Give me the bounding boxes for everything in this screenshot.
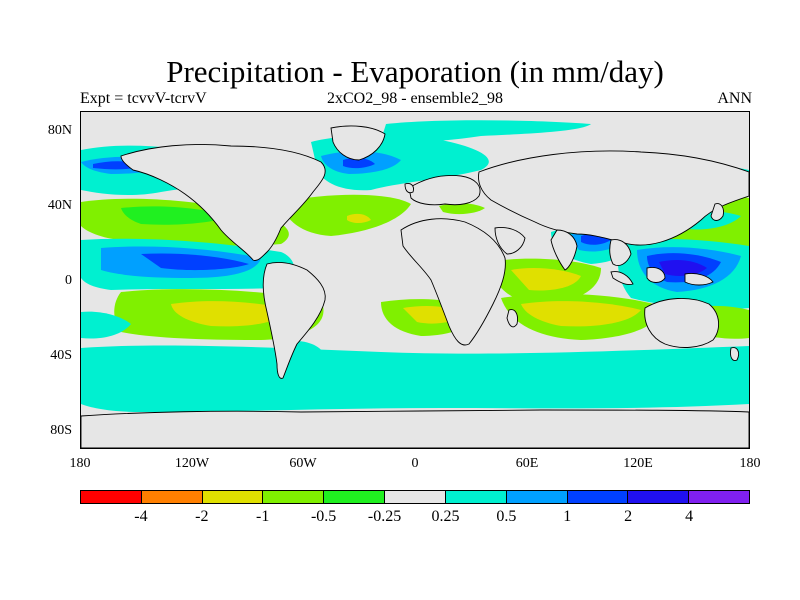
asia: [478, 150, 749, 246]
lat-label-80s: 80S: [50, 423, 72, 438]
colorbar-swatch-1: [141, 491, 203, 503]
colorbar-label-9: 4: [685, 508, 694, 525]
colorbar-swatch-4: [324, 491, 386, 503]
north-america: [120, 144, 326, 261]
lon-label-60w: 60W: [289, 456, 317, 471]
new-guinea: [684, 273, 714, 286]
contour-lightgreen-north-pacific: [121, 206, 231, 225]
sumatra: [610, 271, 634, 285]
arabia: [494, 227, 526, 255]
india: [550, 229, 578, 271]
contour-yellow-north-atlantic: [347, 213, 371, 223]
plot-title: Precipitation - Evaporation (in mm/day): [166, 54, 664, 89]
colorbar-label-8: 2: [624, 508, 633, 525]
europe: [408, 175, 481, 206]
contour-green-north-atlantic: [281, 194, 411, 236]
contour-yellow-south-indian: [521, 301, 641, 327]
new-zealand: [730, 347, 740, 361]
lon-label-60e: 60E: [515, 456, 539, 471]
coastlines: [81, 125, 749, 448]
case-label: 2xCO2_98 - ensemble2_98: [327, 90, 503, 107]
lon-label-180e: 180: [739, 456, 761, 471]
lat-label-80n: 80N: [47, 123, 72, 138]
contour-darkblue-equatorial-pacific: [141, 253, 249, 271]
season-label: ANN: [717, 90, 752, 107]
contour-indigo-maritime: [659, 260, 707, 276]
madagascar: [506, 309, 518, 328]
greenland: [330, 125, 386, 161]
world-map: [81, 112, 749, 448]
colorbar-swatch-5: [385, 491, 446, 503]
antarctica: [81, 409, 749, 448]
uk: [404, 183, 414, 194]
colorbar: [80, 490, 750, 504]
colorbar-swatch-10: [689, 491, 749, 503]
colorbar-label-2: -1: [256, 508, 270, 525]
japan: [710, 203, 724, 221]
lon-label-120w: 120W: [174, 456, 210, 471]
experiment-label: Expt = tcvvV-tcrvV: [80, 90, 207, 107]
lon-label-120e: 120E: [623, 456, 653, 471]
colorbar-label-1: -2: [195, 508, 209, 525]
borneo: [646, 267, 666, 283]
colorbar-swatch-0: [81, 491, 142, 503]
colorbar-swatch-6: [445, 491, 507, 503]
colorbar-swatch-7: [506, 491, 568, 503]
colorbar-swatch-3: [263, 491, 325, 503]
colorbar-label-7: 1: [563, 508, 572, 525]
indochina: [609, 239, 632, 266]
south-america: [262, 261, 326, 379]
contour-cyan-southern-ocean: [81, 345, 749, 412]
contour-yellow-arabian-sea: [511, 268, 581, 291]
lat-label-40n: 40N: [47, 198, 72, 213]
lat-label-0: 0: [65, 273, 72, 288]
contour-green-mediterranean: [439, 203, 485, 215]
colorbar-swatch-8: [567, 491, 629, 503]
colorbar-label-5: 0.25: [431, 508, 460, 525]
colorbar-label-6: 0.5: [496, 508, 517, 525]
contour-cyan-arctic-atlantic: [381, 120, 591, 143]
colorbar-label-4: -0.25: [367, 508, 402, 525]
lon-label-180w: 180: [69, 456, 91, 471]
map-frame: [80, 111, 750, 449]
colorbar-swatch-2: [202, 491, 264, 503]
lat-label-40s: 40S: [50, 348, 72, 363]
contour-yellow-south-pacific: [171, 301, 291, 327]
colorbar-swatch-9: [628, 491, 690, 503]
africa: [400, 218, 506, 346]
contour-darkblue-greenland: [343, 157, 375, 169]
colorbar-label-0: -4: [134, 508, 148, 525]
lon-label-0: 0: [411, 456, 419, 471]
colorbar-label-3: -0.5: [310, 508, 337, 525]
contour-cyan-south-pacific-west: [81, 311, 131, 339]
australia: [644, 297, 719, 348]
